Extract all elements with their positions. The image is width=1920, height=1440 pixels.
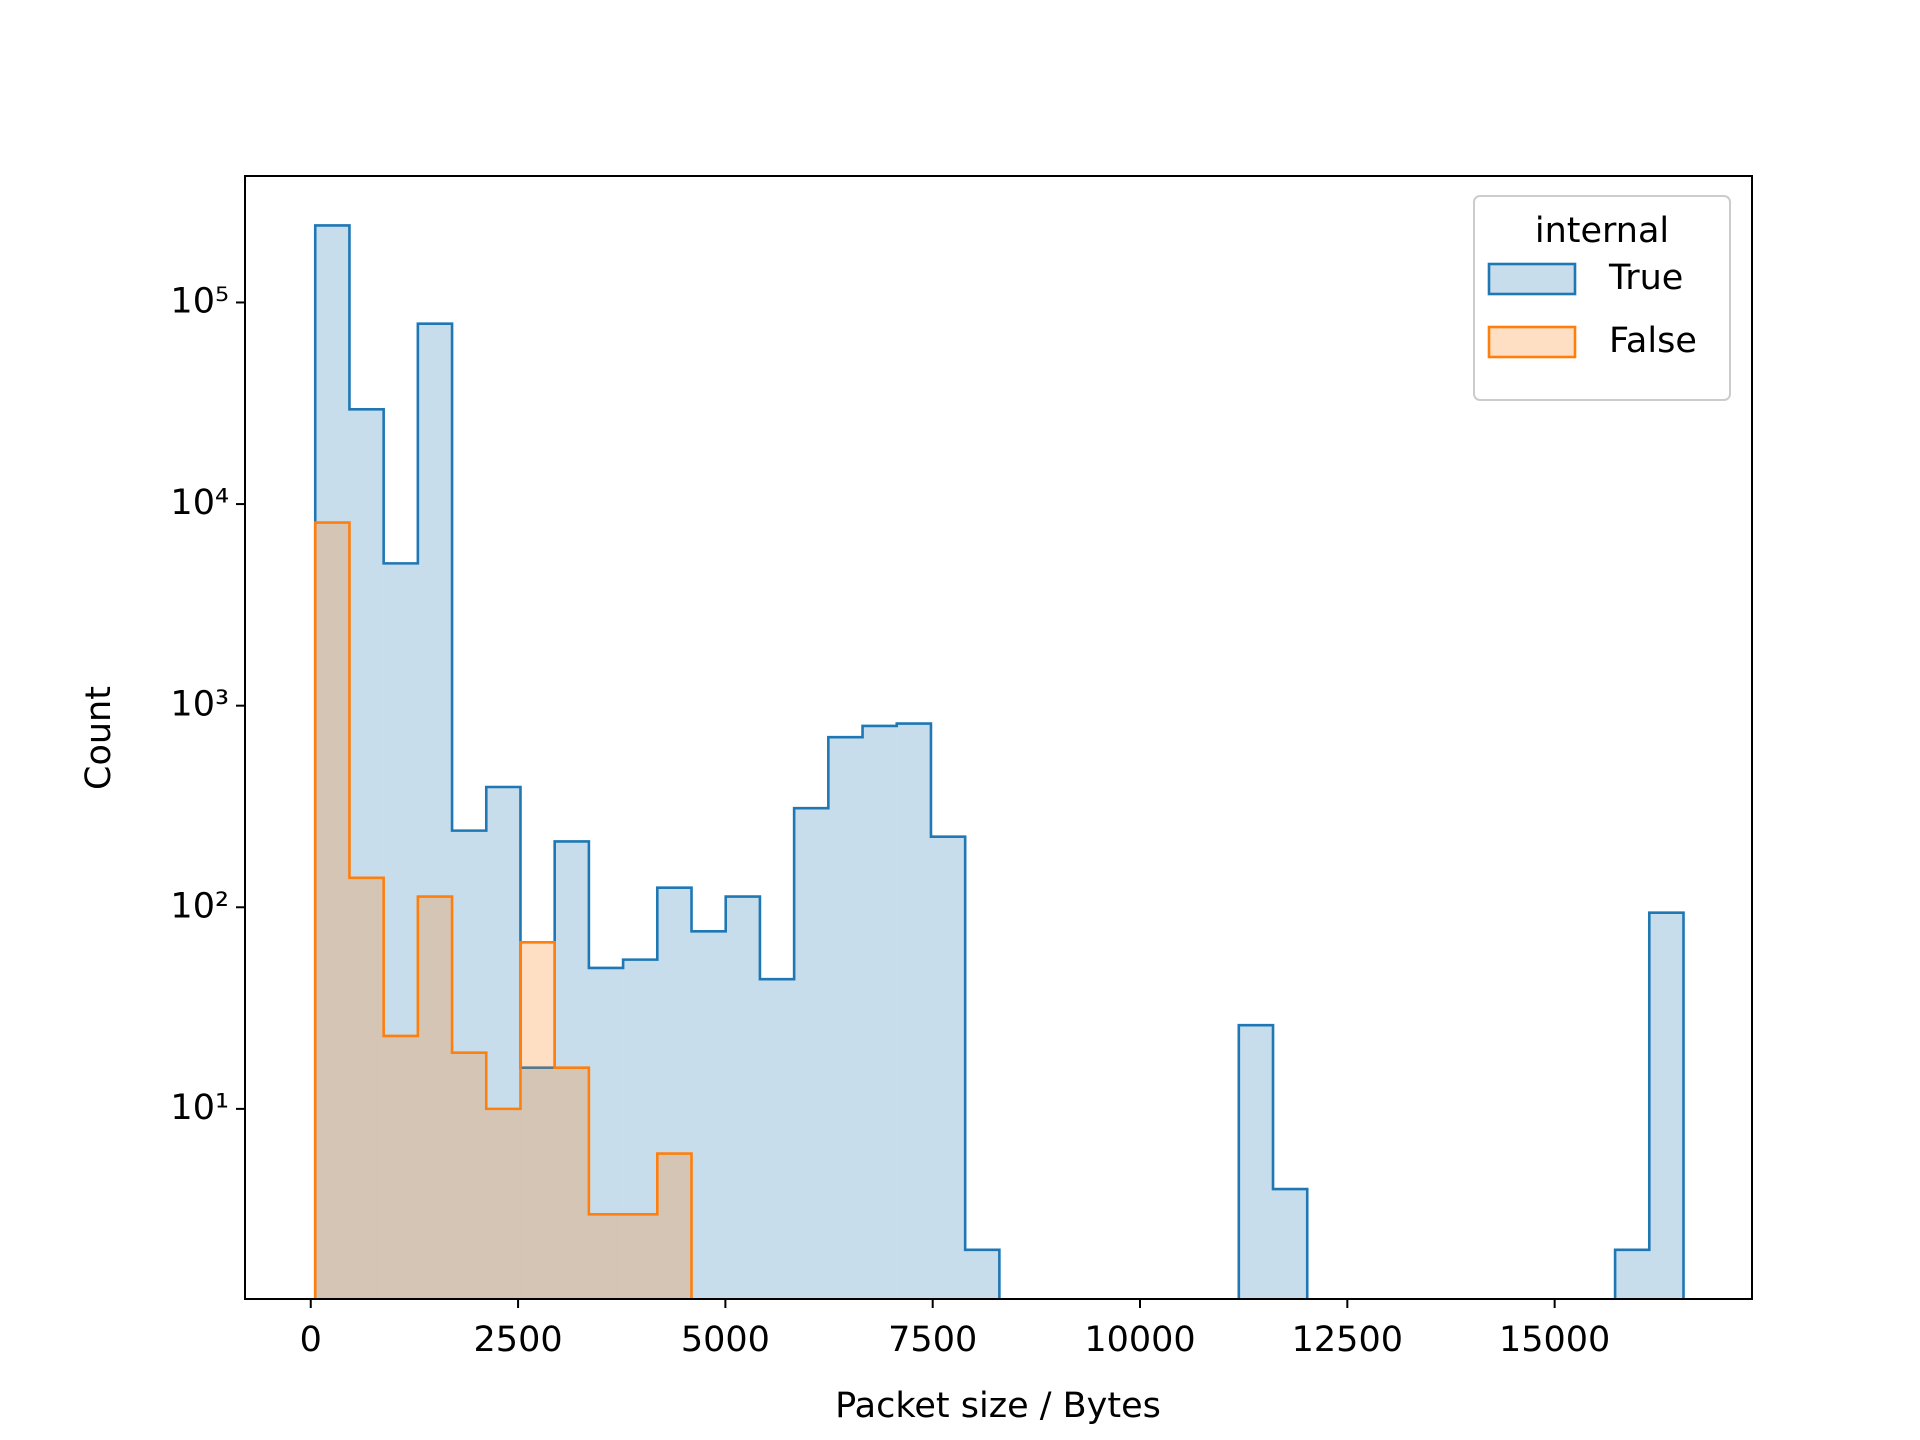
histogram-bar <box>725 896 760 1299</box>
y-tick-label: 10⁴ <box>170 483 229 523</box>
histogram-bar <box>588 967 624 1299</box>
legend-swatch <box>1487 262 1577 296</box>
histogram-bar <box>965 1249 1000 1299</box>
histogram-bar <box>554 1067 589 1299</box>
histogram-bar <box>315 225 350 1299</box>
histogram-bar <box>623 1214 658 1299</box>
x-axis-label: Packet size / Bytes <box>835 1386 1161 1426</box>
x-tick-label: 15000 <box>1499 1320 1610 1360</box>
histogram-bar <box>315 522 350 1299</box>
histogram-bar <box>930 836 966 1299</box>
series <box>313 521 693 1299</box>
histogram-bar <box>383 563 418 1299</box>
histogram-bar <box>520 942 555 1299</box>
y-tick-label: 10² <box>170 886 229 926</box>
histogram-bar <box>896 723 931 1299</box>
histogram-bar <box>554 841 589 1299</box>
histogram-bar <box>862 725 897 1299</box>
legend-box <box>1473 195 1731 401</box>
histogram-bar <box>657 887 692 1299</box>
step-outline <box>313 521 693 1299</box>
y-tick-label: 10⁵ <box>170 281 229 321</box>
histogram-bar <box>828 737 863 1299</box>
histogram-bar <box>1615 1249 1650 1299</box>
histogram-bar <box>486 787 521 1299</box>
x-tick-label: 10000 <box>1084 1320 1195 1360</box>
legend-label: False <box>1609 321 1697 361</box>
legend-title: internal <box>1535 211 1669 251</box>
histogram-bar <box>1238 1025 1274 1299</box>
histogram-bar <box>349 409 384 1299</box>
y-axis-label: Count <box>79 686 119 790</box>
legend-label: True <box>1608 258 1683 298</box>
histogram-bar <box>417 323 453 1299</box>
axes-frame <box>244 175 1753 1300</box>
x-tick-label: 7500 <box>888 1320 977 1360</box>
legend-swatch <box>1487 325 1577 359</box>
y-tick-label: 10³ <box>170 685 229 725</box>
x-tick-label: 0 <box>300 1320 322 1360</box>
histogram-bar <box>623 959 658 1299</box>
x-tick-label: 5000 <box>681 1320 770 1360</box>
histogram-bar <box>588 1214 624 1299</box>
histogram-bar <box>486 1108 521 1299</box>
histogram-bar <box>1273 1189 1308 1299</box>
histogram-bar <box>794 808 829 1299</box>
y-tick-label: 10¹ <box>170 1088 229 1128</box>
histogram-bar <box>1649 912 1684 1299</box>
step-outline <box>313 224 1685 1299</box>
series <box>313 224 1685 1299</box>
x-tick-label: 12500 <box>1292 1320 1403 1360</box>
histogram-bar <box>452 1052 487 1299</box>
legend: internal True False <box>1473 195 1731 401</box>
histogram-bar <box>657 1153 692 1299</box>
histogram-bar <box>417 896 453 1299</box>
histogram-bar <box>383 1035 418 1299</box>
histogram-bar <box>759 979 795 1299</box>
histogram-bar <box>520 1067 555 1299</box>
x-tick-label: 2500 <box>474 1320 563 1360</box>
histogram-bar <box>452 830 487 1299</box>
histogram-bar <box>691 931 726 1299</box>
histogram-bar <box>349 877 384 1299</box>
